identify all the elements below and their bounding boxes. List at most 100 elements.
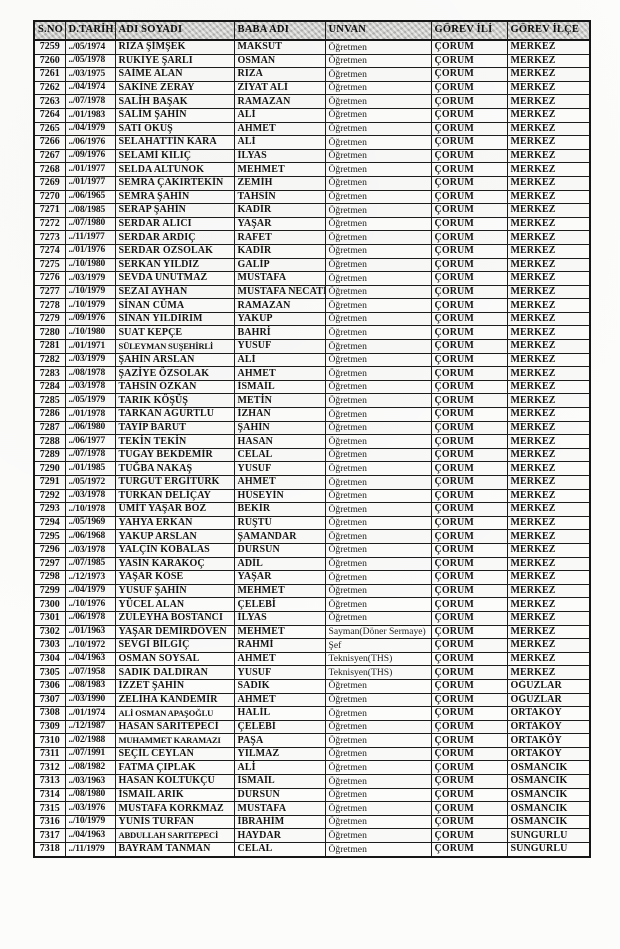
table-cell: ÇORUM: [430, 787, 508, 803]
table-cell: Öğretmen: [324, 828, 432, 844]
table-cell: ../06/1980: [64, 420, 116, 436]
table-cell: Öğretmen: [324, 475, 432, 490]
table-cell: 7277: [33, 284, 66, 300]
table-cell: Öğretmen: [324, 760, 432, 776]
table-cell: İLYAS: [233, 148, 326, 164]
table-cell: 7278: [33, 298, 66, 313]
table-cell: ../11/1977: [64, 230, 116, 245]
table-cell: MERKEZ: [506, 393, 591, 409]
table-cell: Öğretmen: [324, 393, 432, 409]
table-cell: 7304: [33, 651, 66, 667]
table-cell: OSMANCIK: [506, 774, 591, 789]
table-cell: ../01/1963: [64, 624, 116, 640]
table-row: 7301 ../06/1978 ZÜLEYHA BOSTANCI İLYAS Öğret…: [33, 610, 591, 626]
table-cell: MERKEZ: [506, 665, 591, 680]
table-row: 7291 ../05/1972 TURGUT ERGİTÜRK AHMET Öğretm…: [33, 475, 591, 490]
table-cell: SEÇİL CEYLAN: [114, 746, 235, 762]
table-cell: 7271: [33, 203, 66, 218]
table-cell: MERKEZ: [506, 39, 591, 55]
table-cell: YUSUF: [233, 339, 326, 354]
table-row: 7302 ../01/1963 YAŞAR DEMİRDÖVEN MEHMET Saym…: [33, 624, 591, 640]
table-row: 7271 ../08/1985 SERAP ŞAHİN KADİR Öğretmen ÇO…: [33, 203, 591, 218]
table-cell: 7301: [33, 610, 66, 626]
table-cell: BAHRİ: [233, 325, 326, 341]
table-cell: MERKEZ: [506, 189, 591, 205]
table-cell: 7310: [33, 733, 66, 748]
table-cell: ÇORUM: [430, 379, 508, 395]
table-cell: SAKİNE ZERAY: [114, 80, 235, 96]
table-cell: ../03/1978: [64, 488, 116, 504]
table-cell: Öğretmen: [324, 801, 432, 816]
table-row: 7260 ../05/1978 RUKİYE ŞARLI OSMAN Öğretmen Ç…: [33, 53, 591, 69]
table-cell: ../03/1979: [64, 352, 116, 368]
table-cell: ../03/1978: [64, 379, 116, 395]
table-cell: ÇORUM: [430, 665, 508, 680]
table-cell: 7262: [33, 80, 66, 96]
table-cell: ../09/1976: [64, 148, 116, 164]
table-cell: TARKAN AGURTLU: [114, 407, 235, 422]
table-cell: ÇORUM: [430, 556, 508, 572]
table-cell: ../08/1985: [64, 203, 116, 218]
table-cell: ORTAKÖY: [506, 706, 591, 721]
table-cell: Öğretmen: [324, 556, 432, 572]
table-cell: İZHAN: [233, 407, 326, 422]
table-cell: ZİYAT ALİ: [233, 80, 326, 96]
table-cell: HÜSEYİN: [233, 488, 326, 504]
table-cell: RUKİYE ŞARLI: [114, 53, 235, 69]
table-cell: Öğretmen: [324, 203, 432, 218]
table-row: 7261 ../03/1975 SAİME ALAN RIZA Öğretmen ÇORU…: [33, 67, 591, 82]
table-cell: İLYAS: [233, 610, 326, 626]
table-cell: YÜCEL ALAN: [114, 597, 235, 612]
table-cell: 7293: [33, 502, 66, 517]
table-cell: 7299: [33, 583, 66, 599]
table-header-row: S.NO D.TARİHİ ADI SOYADI BABA ADI UNVAN …: [33, 20, 591, 41]
table-cell: MERKEZ: [506, 148, 591, 164]
table-cell: 7261: [33, 67, 66, 82]
table-cell: 7315: [33, 801, 66, 816]
table-cell: ÇORUM: [430, 638, 508, 653]
table-cell: OSMAN SOYSAL: [114, 651, 235, 667]
table-cell: ÇORUM: [430, 828, 508, 844]
table-row: 7316 ../10/1979 YUNİS TURFAN İBRAHİM Öğretme…: [33, 814, 591, 830]
table-cell: MERKEZ: [506, 107, 591, 123]
table-cell: ÇORUM: [430, 746, 508, 762]
table-cell: MERKEZ: [506, 624, 591, 640]
table-cell: 7263: [33, 94, 66, 109]
table-body: 7259 ../05/1974 RIZA ŞİMŞEK MAKSUT Öğretmen Ç…: [33, 39, 591, 858]
table-cell: RIZA ŞİMŞEK: [114, 39, 235, 55]
table-cell: ÇORUM: [430, 447, 508, 463]
table-cell: 7308: [33, 706, 66, 721]
table-cell: ÇORUM: [430, 597, 508, 612]
table-cell: YUNİS TURFAN: [114, 814, 235, 830]
table-cell: YUSUF: [233, 665, 326, 680]
table-cell: Öğretmen: [324, 53, 432, 69]
table-cell: ../01/1985: [64, 461, 116, 476]
table-cell: PAŞA: [233, 733, 326, 748]
table-cell: SERKAN YILDIZ: [114, 257, 235, 273]
table-cell: AHMET: [233, 692, 326, 708]
table-cell: ÇORUM: [430, 692, 508, 708]
table-cell: BAYRAM TANMAN: [114, 842, 235, 858]
table-cell: ../01/1977: [64, 175, 116, 191]
table-row: 7264 ../01/1983 SALİM ŞAHİN ALİ Öğretmen ÇORU…: [33, 107, 591, 123]
table-cell: SUAT KEPÇE: [114, 325, 235, 341]
table-cell: MERKEZ: [506, 570, 591, 585]
table-cell: RAHMİ: [233, 638, 326, 653]
table-cell: MERKEZ: [506, 651, 591, 667]
table-cell: ../03/1963: [64, 774, 116, 789]
table-cell: CELAL: [233, 447, 326, 463]
table-cell: ÇORUM: [430, 814, 508, 830]
table-cell: CELAL: [233, 842, 326, 858]
table-cell: SELDA ALTUNOK: [114, 162, 235, 177]
table-cell: ÇORUM: [430, 624, 508, 640]
table-cell: ADİL: [233, 556, 326, 572]
table-cell: ÇORUM: [430, 53, 508, 69]
table-row: 7286 ../01/1978 TARKAN AGURTLU İZHAN Öğretme…: [33, 407, 591, 422]
table-cell: ../04/1979: [64, 121, 116, 137]
table-cell: ../10/1980: [64, 325, 116, 341]
table-cell: ../04/1963: [64, 651, 116, 667]
table-cell: MEHMET: [233, 162, 326, 177]
table-cell: 7314: [33, 787, 66, 803]
table-cell: Öğretmen: [324, 447, 432, 463]
table-cell: ../01/1977: [64, 162, 116, 177]
